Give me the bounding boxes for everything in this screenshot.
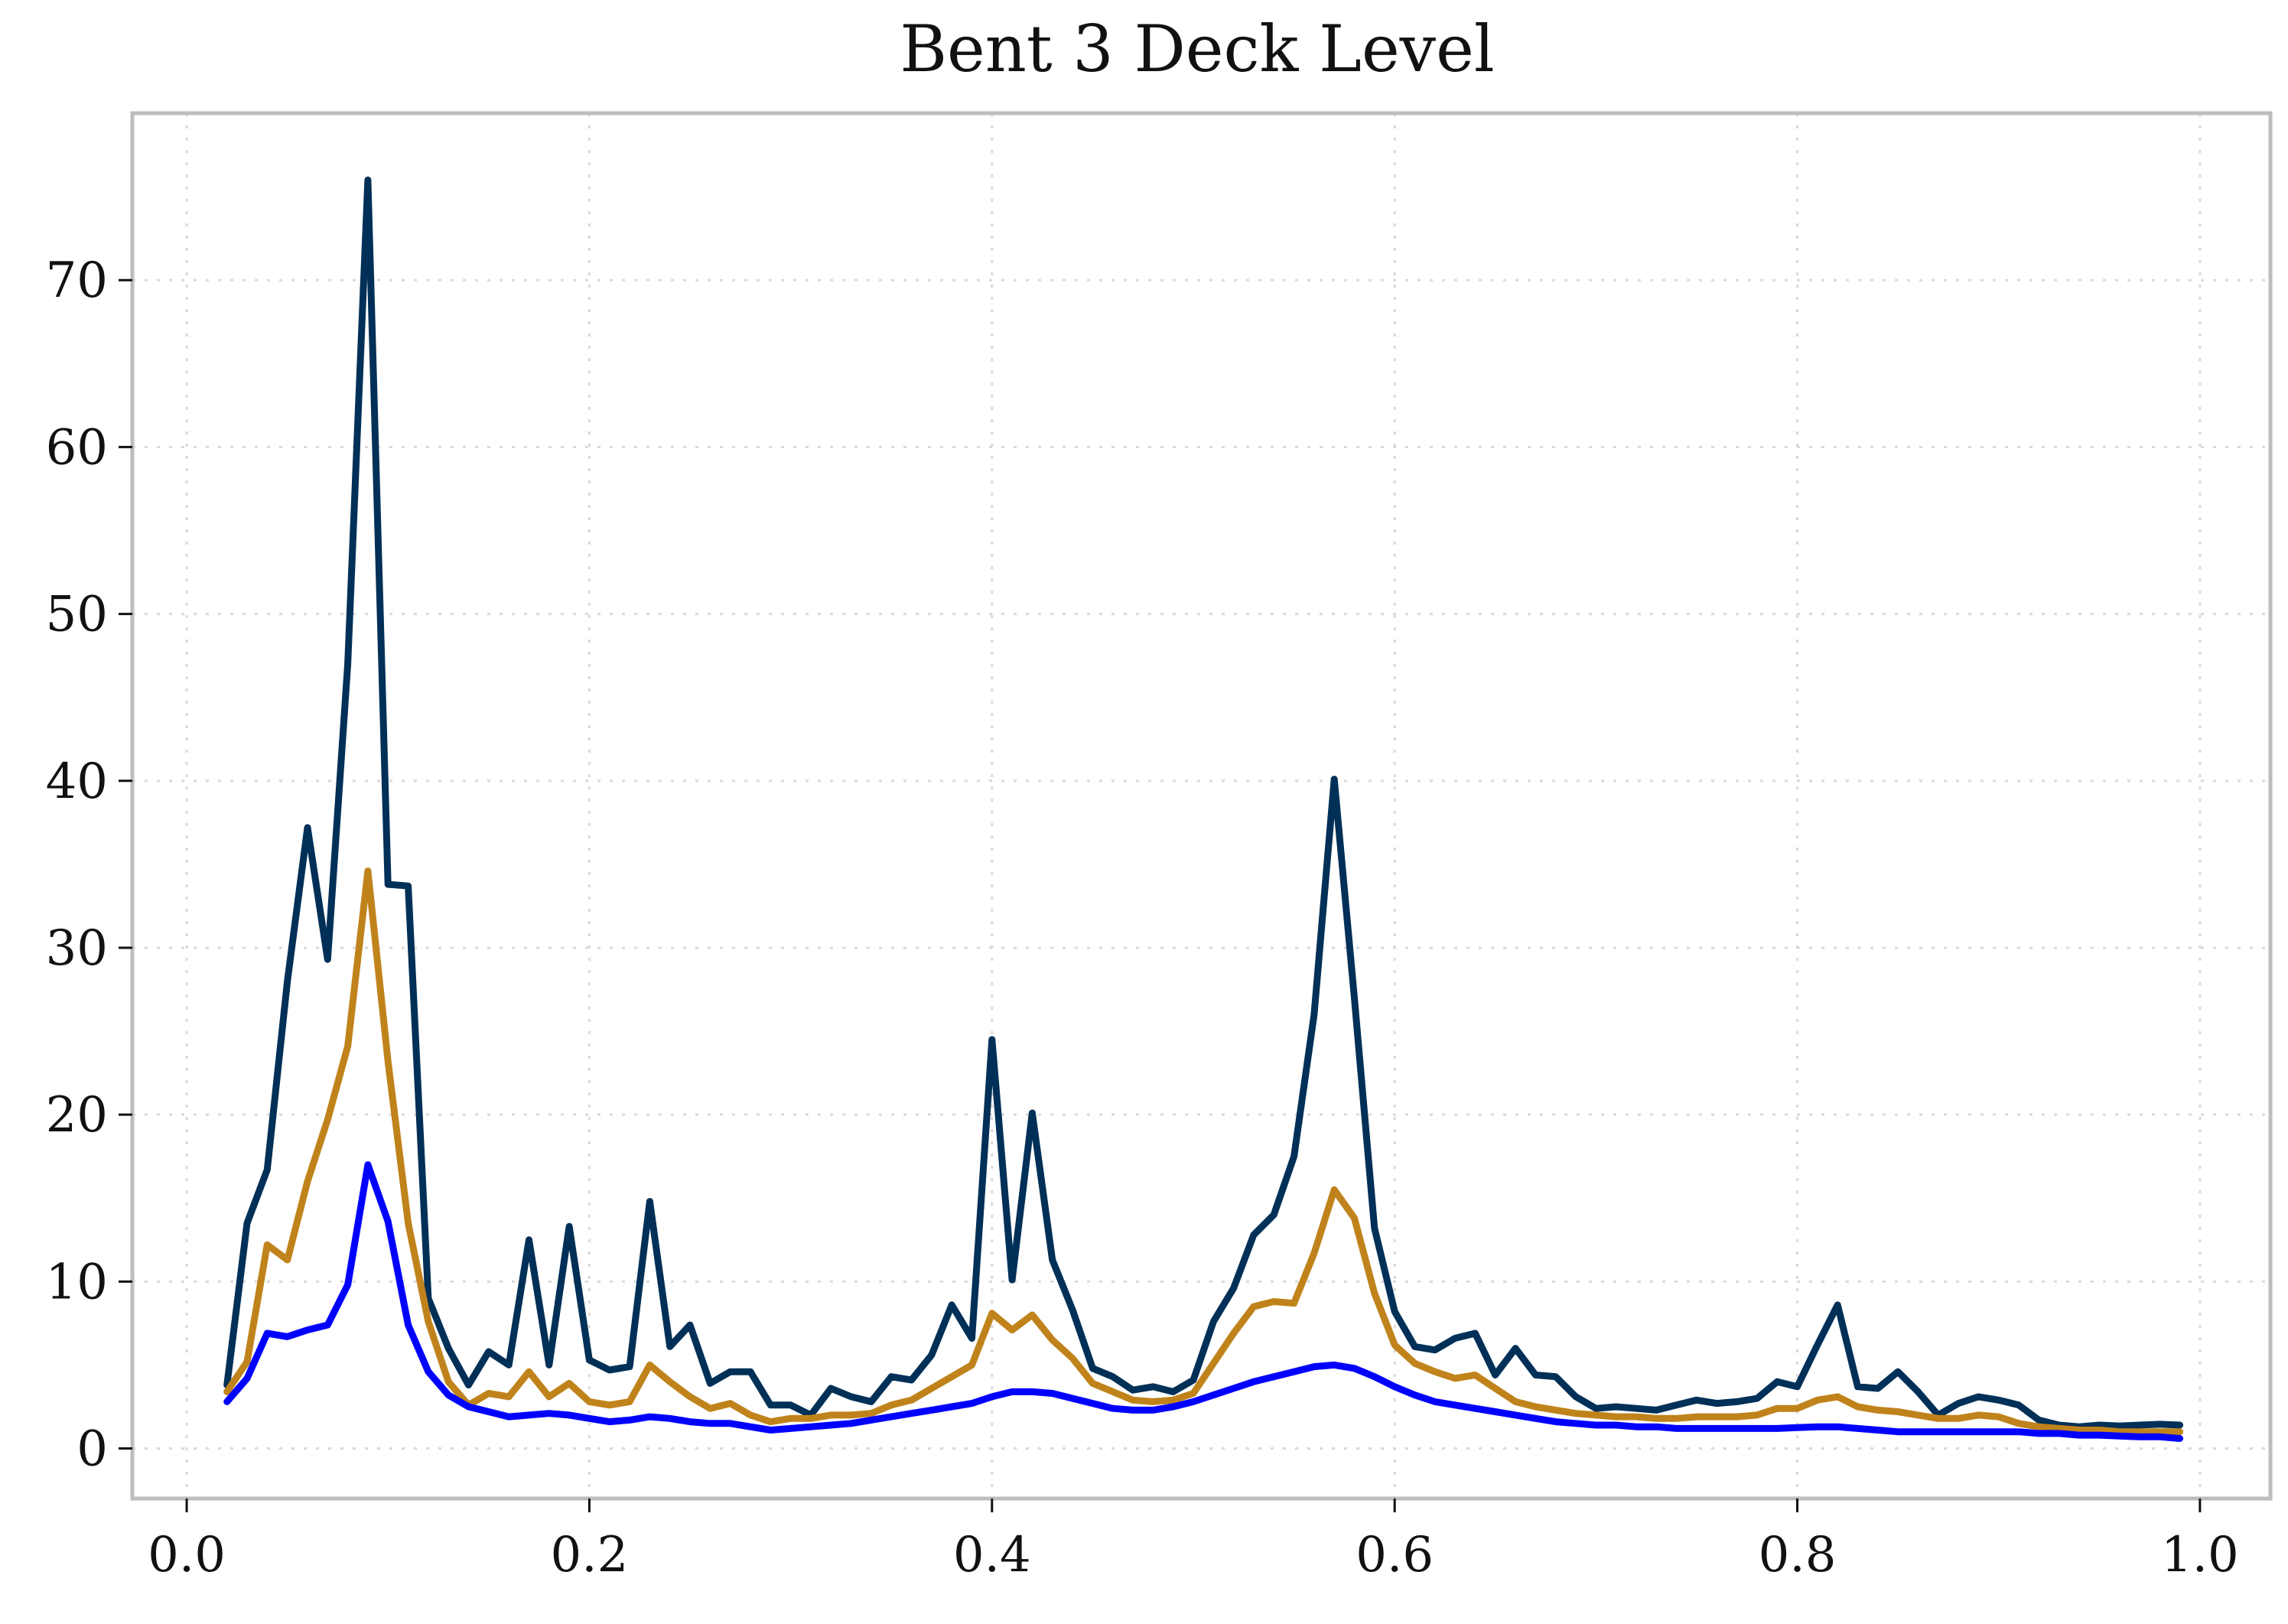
- y-tick-label: 0: [76, 1421, 108, 1478]
- y-tick-label: 60: [46, 419, 108, 476]
- chart-title: Bent 3 Deck Level: [900, 11, 1494, 86]
- y-tick-label: 40: [46, 753, 108, 810]
- series-line-3: [223, 1161, 2184, 1442]
- x-tick-label: 0.4: [953, 1527, 1031, 1583]
- axis-layer: 0.0 0.2 0.4 0.6 0.8 1.0 0 10 20 30 40 50 60 70: [46, 252, 2239, 1583]
- x-tick-label: 0.2: [551, 1527, 629, 1583]
- x-tick-label: 1.0: [2161, 1527, 2239, 1583]
- series-line-1: [223, 176, 2184, 1430]
- y-tick-label: 50: [46, 587, 108, 643]
- x-tick-label: 0.6: [1356, 1527, 1434, 1583]
- x-tick-label: 0.0: [148, 1527, 226, 1583]
- y-tick-label: 70: [46, 252, 108, 309]
- x-tick-label: 0.8: [1759, 1527, 1837, 1583]
- series-layer: [223, 176, 2184, 1442]
- series-line-2: [223, 867, 2184, 1436]
- grid-layer: [132, 113, 2270, 1499]
- y-tick-label: 10: [46, 1254, 108, 1310]
- y-tick-label: 20: [46, 1087, 108, 1144]
- plot-frame: [130, 111, 2273, 1501]
- y-tick-label: 30: [46, 920, 108, 977]
